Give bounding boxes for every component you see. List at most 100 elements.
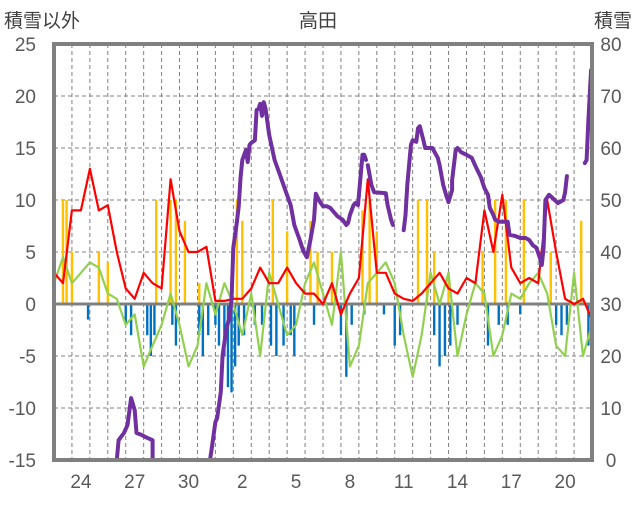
blue-bar bbox=[275, 304, 278, 356]
orange-bar bbox=[493, 200, 497, 304]
blue-bar bbox=[432, 304, 436, 336]
x-tick-label: 11 bbox=[394, 472, 414, 493]
left-tick-label: 10 bbox=[15, 191, 36, 212]
right-tick-label: 60 bbox=[600, 139, 621, 160]
orange-bar bbox=[481, 252, 484, 304]
blue-bar bbox=[233, 304, 237, 367]
blue-bar bbox=[456, 304, 459, 325]
x-tick-label: 2 bbox=[237, 472, 248, 493]
snow-depth-line bbox=[52, 68, 594, 462]
orange-bar bbox=[198, 283, 201, 304]
left-tick-label: 0 bbox=[25, 295, 36, 316]
right-tick-label: 80 bbox=[600, 35, 621, 56]
blue-bar bbox=[438, 304, 441, 367]
orange-bar bbox=[241, 220, 244, 304]
blue-bar bbox=[382, 304, 386, 315]
orange-bar bbox=[549, 252, 552, 304]
blue-bar bbox=[554, 304, 558, 325]
x-tick-label: 20 bbox=[555, 472, 576, 493]
orange-bar bbox=[169, 200, 172, 304]
blue-bar bbox=[289, 304, 292, 336]
right-tick-label: 30 bbox=[600, 295, 621, 316]
green-line bbox=[52, 250, 594, 378]
orange-bar bbox=[522, 200, 526, 304]
orange-bar bbox=[309, 220, 312, 304]
x-tick-label: 8 bbox=[345, 472, 356, 493]
blue-bar bbox=[230, 304, 233, 393]
left-tick-label: -5 bbox=[19, 347, 36, 368]
x-tick-label: 24 bbox=[70, 472, 92, 493]
orange-bar bbox=[330, 252, 334, 304]
chart-title: 高田 bbox=[299, 10, 337, 32]
blue-bar bbox=[242, 304, 246, 336]
blue-bar bbox=[350, 304, 353, 325]
right-tick-label: 70 bbox=[600, 87, 621, 108]
left-tick-label: 15 bbox=[15, 139, 36, 160]
blue-bar bbox=[146, 304, 149, 336]
blue-bar bbox=[174, 304, 178, 346]
orange-bar bbox=[425, 200, 429, 304]
orange-bar bbox=[580, 220, 583, 304]
right-tick-label: 10 bbox=[600, 399, 621, 420]
blue-bar bbox=[149, 304, 153, 356]
orange-bar bbox=[174, 200, 178, 304]
blue-bar bbox=[393, 304, 396, 346]
blue-bar bbox=[201, 304, 205, 356]
orange-bar bbox=[61, 200, 65, 304]
blue-bar bbox=[260, 304, 264, 325]
blue-bar bbox=[198, 304, 201, 336]
blue-bar bbox=[560, 304, 563, 336]
blue-bar bbox=[207, 304, 210, 336]
x-tick-label: 27 bbox=[124, 472, 145, 493]
blue-bar bbox=[449, 304, 452, 346]
blue-bar bbox=[293, 304, 296, 356]
red-line bbox=[53, 167, 594, 321]
blue-bar bbox=[339, 304, 343, 336]
blue-bar bbox=[312, 304, 316, 325]
orange-bar bbox=[416, 200, 420, 304]
blue-bar bbox=[587, 304, 590, 346]
right-tick-label: 20 bbox=[600, 347, 621, 368]
blue-bar bbox=[171, 304, 174, 325]
right-tick-label: 0 bbox=[606, 451, 617, 472]
left-tick-label: -15 bbox=[9, 451, 36, 472]
orange-bar bbox=[155, 200, 158, 304]
x-tick-label: 30 bbox=[178, 472, 199, 493]
blue-bar bbox=[345, 304, 348, 377]
blue-bar bbox=[269, 304, 273, 346]
blue-bar bbox=[443, 304, 447, 356]
orange-bar bbox=[70, 252, 74, 304]
left-tick-label: 25 bbox=[15, 35, 36, 56]
orange-bar bbox=[271, 200, 274, 304]
orange-bar bbox=[361, 210, 364, 304]
right-tick-label: 50 bbox=[600, 191, 621, 212]
series-lines bbox=[52, 68, 594, 462]
plot-frame bbox=[52, 42, 594, 462]
blue-bar bbox=[124, 304, 127, 325]
blue-bar bbox=[565, 304, 569, 325]
x-tick-label: 17 bbox=[501, 472, 522, 493]
x-tick-label: 5 bbox=[291, 472, 302, 493]
left-axis-label: 積雪以外 bbox=[4, 10, 80, 32]
blue-bar bbox=[86, 304, 90, 320]
right-axis-label: 積雪 bbox=[594, 10, 632, 32]
blue-bar bbox=[519, 304, 522, 315]
orange-bar bbox=[235, 200, 239, 304]
orange-bar bbox=[106, 262, 109, 304]
orange-bar bbox=[504, 200, 508, 304]
gridlines bbox=[54, 44, 592, 460]
left-tick-label: -10 bbox=[9, 399, 36, 420]
left-tick-label: 20 bbox=[15, 87, 36, 108]
blue-bar bbox=[153, 304, 156, 336]
orange-bar bbox=[97, 252, 101, 304]
blue-bar bbox=[497, 304, 500, 325]
orange-bar bbox=[183, 220, 187, 304]
blue-bar bbox=[217, 304, 221, 346]
x-tick-label: 14 bbox=[447, 472, 469, 493]
right-tick-label: 40 bbox=[600, 243, 621, 264]
left-tick-label: 5 bbox=[25, 243, 36, 264]
orange-bar bbox=[368, 200, 371, 304]
blue-bar bbox=[226, 304, 230, 388]
